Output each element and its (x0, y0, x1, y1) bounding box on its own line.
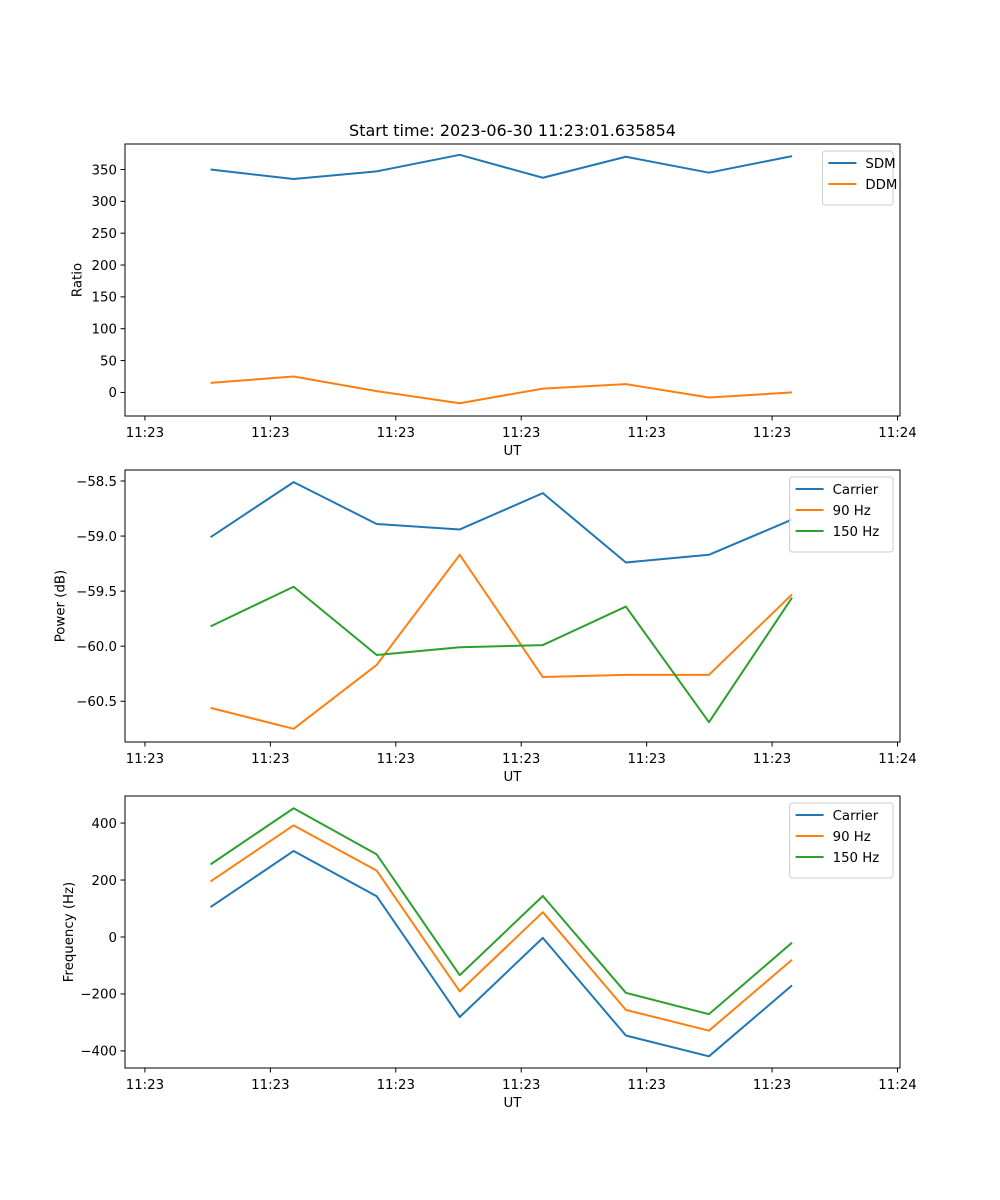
legend: SDM DDM (821, 150, 897, 206)
y-tick-label: 50 (100, 354, 117, 369)
x-tick-label: 11:23 (377, 426, 415, 441)
series-line-sdm (210, 153, 793, 181)
x-tick-label: 11:23 (627, 426, 665, 441)
x-axis-label: UT (504, 444, 523, 459)
x-tick-label: 11:23 (753, 1078, 791, 1093)
x-tick-label: 11:23 (753, 426, 791, 441)
chart-panel-3: 11:23 11:23 11:23 11:23 11:23 11:23 11:24 −400 −… (62, 795, 917, 1111)
legend-label: 150 Hz (833, 851, 880, 866)
y-tick-label: −60.0 (76, 640, 117, 655)
x-tick-label: 11:23 (251, 426, 289, 441)
legend: Carrier 90 Hz 150 Hz (789, 802, 894, 879)
x-tick-label: 11:23 (377, 752, 415, 767)
x-axis-label: UT (504, 1096, 523, 1111)
x-tick-label: 11:23 (502, 752, 540, 767)
series-line-ddm (210, 375, 793, 405)
x-tick-label: 11:23 (126, 426, 164, 441)
y-tick-label: 100 (92, 323, 117, 338)
x-tick-label: 11:24 (878, 752, 916, 767)
legend-label: DDM (865, 178, 897, 193)
series-line-carrier (210, 481, 793, 564)
x-axis-label: UT (504, 770, 523, 785)
y-tick-label: 200 (92, 259, 117, 274)
chart-panel-2: 11:23 11:23 11:23 11:23 11:23 11:23 11:24 −60.5… (54, 469, 917, 785)
legend-label: SDM (865, 157, 895, 172)
chart-panel-1: Start time: 2023-06-30 11:23:01.635854 11… (71, 121, 917, 459)
series-line-90-hz (210, 553, 793, 730)
legend-box (789, 802, 894, 879)
y-tick-label: 0 (109, 931, 117, 946)
series-line-150-hz (210, 807, 793, 1016)
legend-box (821, 150, 894, 206)
x-tick-label: 11:24 (878, 1078, 916, 1093)
y-tick-label: 300 (92, 195, 117, 210)
x-tick-label: 11:23 (627, 752, 665, 767)
legend-label: Carrier (833, 483, 879, 498)
legend-label: 90 Hz (833, 830, 871, 845)
x-tick-label: 11:23 (502, 1078, 540, 1093)
x-tick-label: 11:23 (126, 1078, 164, 1093)
axes-frame (124, 795, 901, 1069)
x-tick-label: 11:24 (878, 426, 916, 441)
y-tick-label: −58.5 (76, 475, 117, 490)
y-tick-label: 200 (92, 874, 117, 889)
x-tick-label: 11:23 (627, 1078, 665, 1093)
x-tick-label: 11:23 (251, 1078, 289, 1093)
y-tick-label: −59.5 (76, 585, 117, 600)
y-tick-label: −60.5 (76, 695, 117, 710)
y-tick-label: −200 (80, 988, 117, 1003)
x-tick-label: 11:23 (502, 426, 540, 441)
axes-frame (124, 469, 901, 743)
y-tick-label: 0 (109, 386, 117, 401)
y-tick-label: 400 (92, 817, 117, 832)
y-axis-label: Power (dB) (54, 570, 69, 643)
series-line-150-hz (210, 585, 793, 724)
axes-frame (124, 143, 901, 417)
legend-label: Carrier (833, 809, 879, 824)
x-tick-label: 11:23 (753, 752, 791, 767)
y-tick-label: 350 (92, 163, 117, 178)
series-line-carrier (210, 849, 793, 1058)
x-tick-label: 11:23 (126, 752, 164, 767)
chart-title: Start time: 2023-06-30 11:23:01.635854 (349, 121, 676, 140)
legend-label: 90 Hz (833, 504, 871, 519)
y-tick-label: −400 (80, 1045, 117, 1060)
legend-label: 150 Hz (833, 525, 880, 540)
series-line-90-hz (210, 824, 793, 1032)
y-axis-label: Frequency (Hz) (62, 882, 77, 983)
y-tick-label: −59.0 (76, 530, 117, 545)
y-tick-label: 250 (92, 227, 117, 242)
x-tick-label: 11:23 (251, 752, 289, 767)
y-tick-label: 150 (92, 291, 117, 306)
y-axis-label: Ratio (71, 263, 86, 297)
x-tick-label: 11:23 (377, 1078, 415, 1093)
legend: Carrier 90 Hz 150 Hz (789, 476, 894, 553)
legend-box (789, 476, 894, 553)
